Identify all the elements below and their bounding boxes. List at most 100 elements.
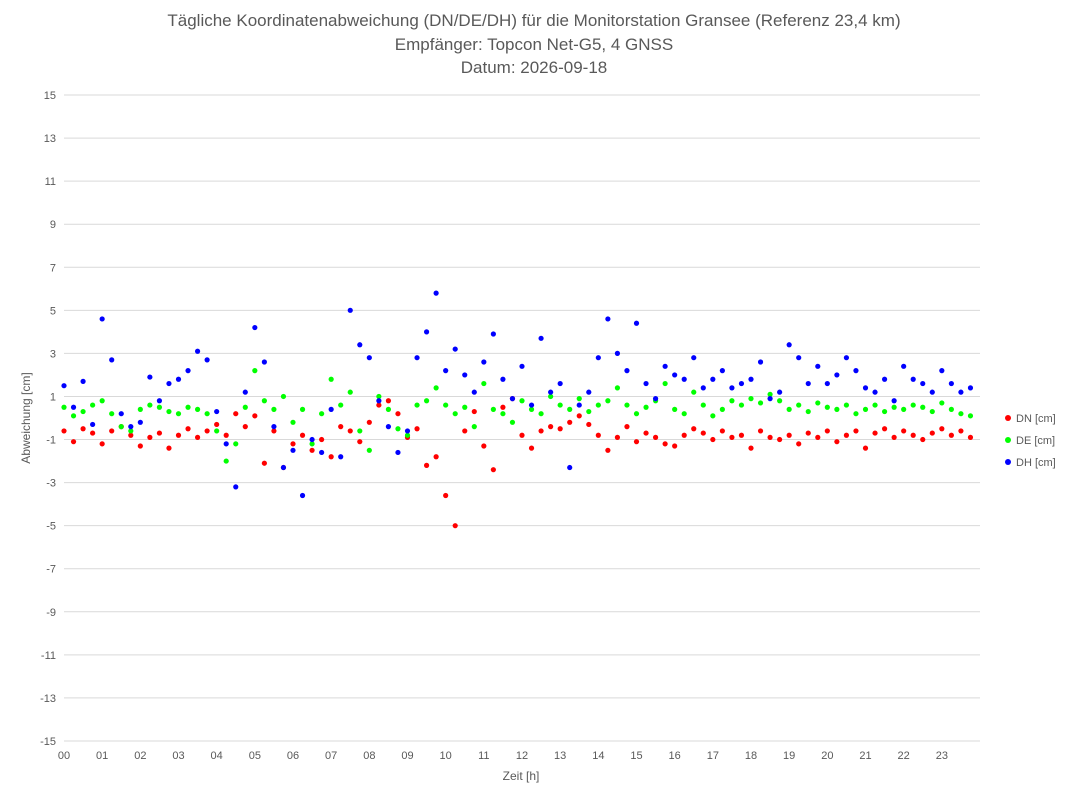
x-tick-label: 20: [821, 750, 833, 762]
data-point: [738, 380, 745, 387]
chart-subtitle: Empfänger: Topcon Net-G5, 4 GNSS: [394, 35, 674, 54]
data-point: [939, 368, 945, 374]
data-point: [328, 406, 334, 412]
data-point: [185, 426, 191, 432]
data-point: [433, 454, 439, 460]
data-point: [147, 374, 153, 380]
data-point: [614, 350, 621, 356]
data-point: [834, 406, 840, 412]
data-point: [786, 432, 792, 438]
data-point: [958, 411, 964, 417]
data-point: [920, 436, 926, 443]
data-point: [757, 359, 764, 365]
data-point: [156, 398, 163, 404]
data-point: [223, 441, 229, 447]
data-point: [357, 428, 363, 434]
y-tick-label: 15: [44, 90, 56, 102]
data-point: [156, 404, 163, 410]
x-tick-label: 18: [745, 750, 757, 762]
data-point: [309, 436, 315, 443]
y-tick-label: -3: [46, 478, 56, 490]
data-point: [452, 411, 458, 417]
data-point: [443, 368, 449, 374]
data-point: [252, 324, 258, 331]
data-point: [929, 408, 935, 415]
data-point: [929, 430, 935, 436]
data-point: [99, 316, 105, 322]
data-point: [777, 389, 783, 395]
data-point: [175, 411, 182, 417]
data-point: [452, 523, 458, 529]
y-tick-label: -1: [46, 435, 56, 447]
y-tick-labels: 15 13 11 9 7 5 3 1 -1 -3 -5 -7 -9 -11 -13 -15: [40, 90, 56, 748]
data-point: [490, 467, 496, 473]
data-point: [748, 376, 754, 382]
data-point: [462, 372, 468, 378]
data-point: [586, 408, 592, 415]
y-tick-label: 1: [50, 391, 56, 403]
data-point: [137, 443, 143, 449]
data-point: [681, 376, 687, 382]
x-tick-label: 00: [58, 750, 70, 762]
data-point: [595, 432, 601, 438]
data-point: [290, 441, 296, 447]
x-tick-label: 12: [516, 750, 528, 762]
data-point: [901, 428, 907, 434]
data-point: [633, 320, 640, 326]
data-point: [843, 402, 850, 408]
y-tick-label: 7: [50, 262, 56, 274]
data-point: [309, 447, 315, 453]
data-point: [319, 436, 325, 443]
data-point: [328, 454, 334, 460]
data-point: [910, 376, 916, 382]
data-point: [319, 411, 325, 417]
x-tick-label: 11: [478, 750, 489, 762]
data-point: [757, 428, 764, 434]
data-point: [385, 406, 392, 412]
data-point: [777, 398, 783, 404]
data-point: [500, 376, 506, 382]
data-point: [261, 460, 267, 466]
data-point: [70, 413, 77, 419]
data-point: [109, 411, 115, 417]
data-point: [70, 439, 77, 445]
data-point: [233, 441, 239, 447]
data-point: [280, 464, 287, 471]
data-point: [423, 462, 430, 468]
data-point: [872, 402, 878, 408]
data-point: [834, 439, 840, 445]
data-point: [528, 445, 535, 451]
data-point: [194, 434, 201, 440]
data-point: [271, 428, 277, 434]
data-point: [90, 421, 96, 428]
data-point: [214, 428, 220, 434]
data-point: [347, 428, 353, 434]
x-tick-label: 01: [96, 750, 108, 762]
x-tick-label: 05: [249, 750, 261, 762]
data-point: [137, 419, 143, 425]
data-point: [586, 389, 592, 395]
data-point: [796, 402, 802, 408]
data-point: [404, 428, 411, 434]
chart-title: Tägliche Koordinatenabweichung (DN/DE/DH…: [167, 11, 901, 30]
data-point: [500, 411, 506, 417]
data-point: [423, 398, 430, 404]
data-point: [891, 434, 897, 440]
data-point: [538, 428, 544, 434]
data-point: [385, 398, 392, 404]
data-point: [328, 376, 334, 382]
data-point: [175, 432, 182, 438]
data-point: [481, 380, 487, 387]
data-point: [719, 368, 725, 374]
data-point: [452, 346, 458, 352]
data-point: [633, 411, 640, 417]
data-point: [261, 359, 267, 365]
data-point: [605, 447, 611, 453]
y-tick-label: 9: [50, 219, 56, 231]
data-point: [214, 421, 220, 428]
data-point: [643, 404, 649, 410]
data-point: [872, 430, 878, 436]
data-point: [853, 411, 859, 417]
data-point: [576, 413, 582, 419]
data-point: [309, 441, 315, 447]
